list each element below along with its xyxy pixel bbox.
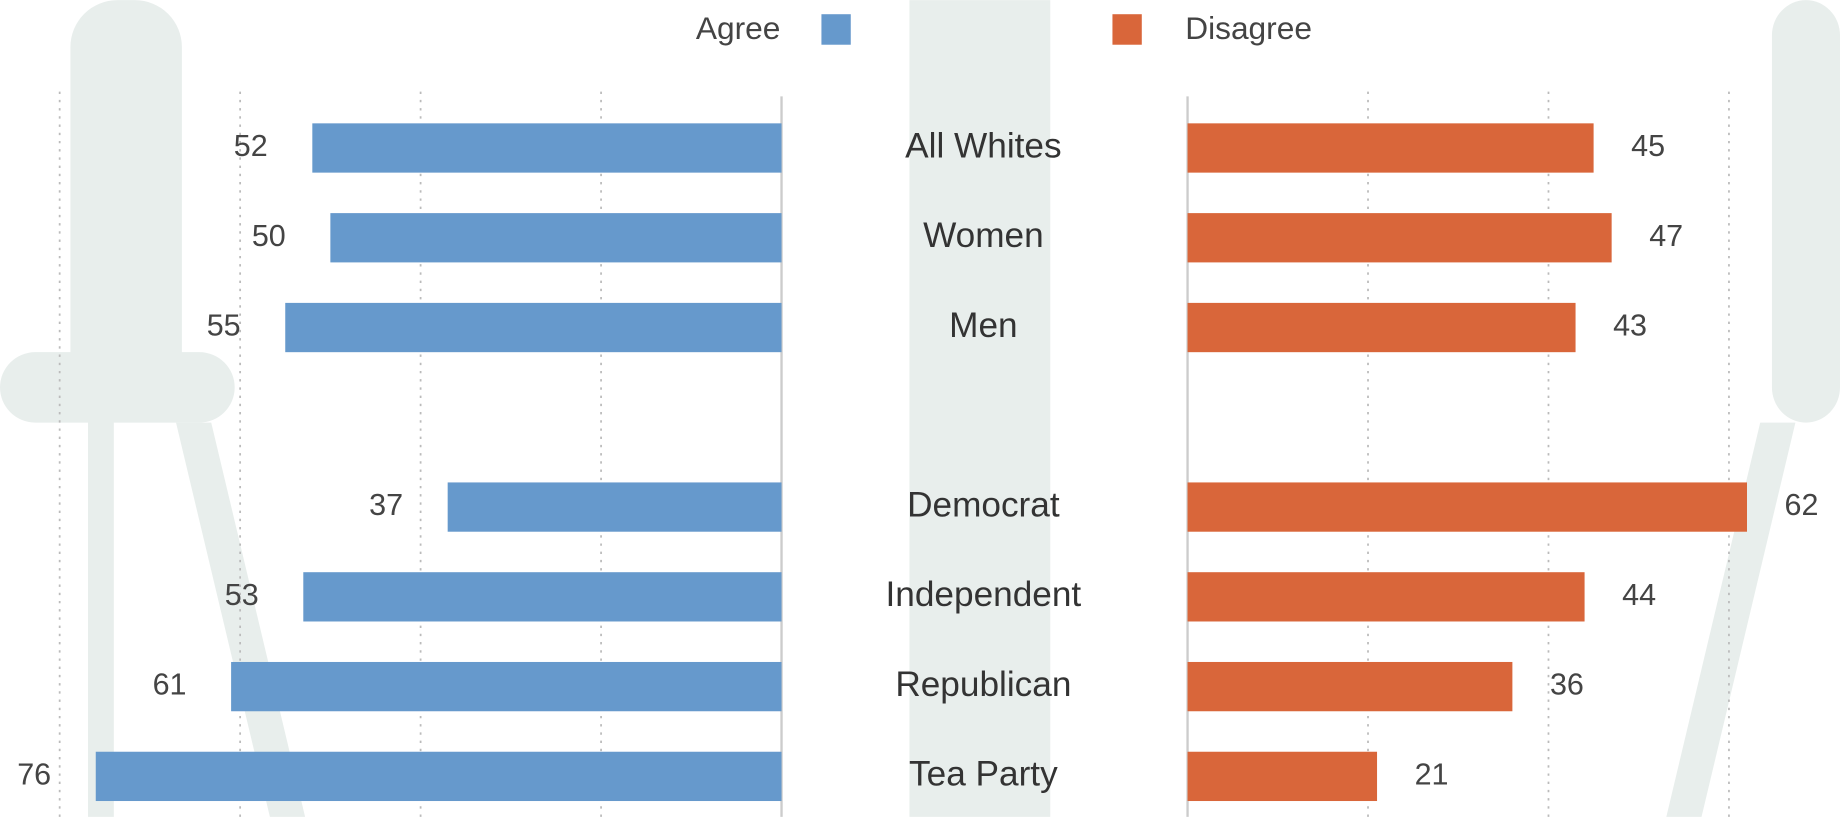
category-label: Men (949, 306, 1017, 345)
category-label: Democrat (907, 485, 1060, 524)
bar (303, 572, 782, 622)
category-label: Independent (886, 575, 1082, 614)
bar (1187, 751, 1378, 802)
value-label: 52 (234, 129, 268, 163)
value-label: 45 (1631, 129, 1665, 163)
bar (1187, 661, 1513, 712)
bar (231, 661, 782, 712)
value-label: 47 (1649, 219, 1683, 253)
value-label: 62 (1785, 488, 1819, 522)
bar (1187, 123, 1594, 173)
bar (1187, 482, 1747, 532)
legend-label: Disagree (1185, 10, 1312, 46)
value-label: 55 (207, 309, 241, 343)
legend-label: Agree (696, 10, 781, 46)
bar (285, 302, 782, 353)
value-label: 44 (1622, 578, 1656, 612)
value-label: 53 (225, 578, 259, 612)
value-label: 43 (1613, 309, 1647, 343)
category-label: Women (923, 216, 1044, 255)
bar (1187, 302, 1576, 353)
value-label: 50 (252, 219, 286, 253)
category-label: Tea Party (909, 755, 1058, 794)
value-label: 36 (1550, 668, 1584, 702)
value-label: 21 (1415, 757, 1449, 791)
value-label: 37 (369, 488, 403, 522)
bar (1187, 213, 1612, 263)
bar (1187, 572, 1585, 622)
category-label: Republican (895, 665, 1071, 704)
legend-swatch (1112, 14, 1142, 45)
value-label: 61 (153, 668, 187, 702)
bar (447, 482, 782, 532)
value-label: 76 (17, 757, 51, 791)
bar (330, 213, 782, 263)
bar (312, 123, 782, 173)
legend-swatch (821, 14, 851, 45)
bar (95, 751, 782, 802)
category-label: All Whites (905, 126, 1061, 165)
